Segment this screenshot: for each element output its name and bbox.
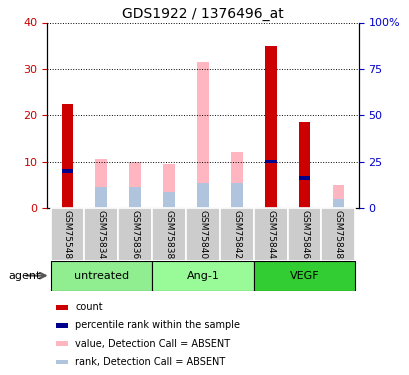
Text: GSM75840: GSM75840: [198, 210, 207, 259]
Bar: [197, 183, 208, 208]
Bar: [287, 208, 321, 261]
Bar: [163, 192, 175, 208]
Text: GSM75548: GSM75548: [63, 210, 72, 259]
Bar: [152, 261, 253, 291]
Text: GSM75836: GSM75836: [130, 210, 139, 259]
Bar: [332, 185, 344, 208]
Bar: [84, 208, 118, 261]
Text: GSM75844: GSM75844: [265, 210, 274, 259]
Bar: [152, 208, 186, 261]
Text: VEGF: VEGF: [289, 271, 319, 280]
Bar: [298, 122, 310, 208]
Bar: [129, 162, 141, 208]
Bar: [50, 261, 152, 291]
Bar: [321, 208, 355, 261]
Text: GSM75846: GSM75846: [299, 210, 308, 259]
Bar: [219, 208, 253, 261]
Text: count: count: [75, 302, 102, 312]
Bar: [61, 104, 73, 208]
Bar: [253, 261, 355, 291]
Bar: [197, 62, 208, 208]
Bar: [95, 159, 107, 208]
Bar: [56, 360, 67, 364]
Bar: [264, 46, 276, 208]
Bar: [56, 341, 67, 346]
Bar: [230, 152, 242, 208]
Bar: [56, 323, 67, 328]
Text: GSM75838: GSM75838: [164, 210, 173, 259]
Bar: [118, 208, 152, 261]
Bar: [230, 183, 242, 208]
Text: agent: agent: [8, 272, 40, 281]
Bar: [163, 164, 175, 208]
Bar: [264, 160, 276, 164]
Text: GSM75848: GSM75848: [333, 210, 342, 259]
Text: Ang-1: Ang-1: [186, 271, 219, 280]
Bar: [50, 208, 84, 261]
Bar: [298, 176, 310, 180]
Bar: [95, 187, 107, 208]
Title: GDS1922 / 1376496_at: GDS1922 / 1376496_at: [122, 8, 283, 21]
Text: value, Detection Call = ABSENT: value, Detection Call = ABSENT: [75, 339, 229, 349]
Bar: [129, 187, 141, 208]
Text: GSM75842: GSM75842: [232, 210, 241, 259]
Text: rank, Detection Call = ABSENT: rank, Detection Call = ABSENT: [75, 357, 225, 367]
Bar: [332, 199, 344, 208]
Text: untreated: untreated: [74, 271, 128, 280]
Bar: [56, 305, 67, 310]
Bar: [61, 170, 73, 172]
Bar: [186, 208, 219, 261]
Text: percentile rank within the sample: percentile rank within the sample: [75, 321, 239, 330]
Bar: [253, 208, 287, 261]
Text: GSM75834: GSM75834: [97, 210, 106, 259]
